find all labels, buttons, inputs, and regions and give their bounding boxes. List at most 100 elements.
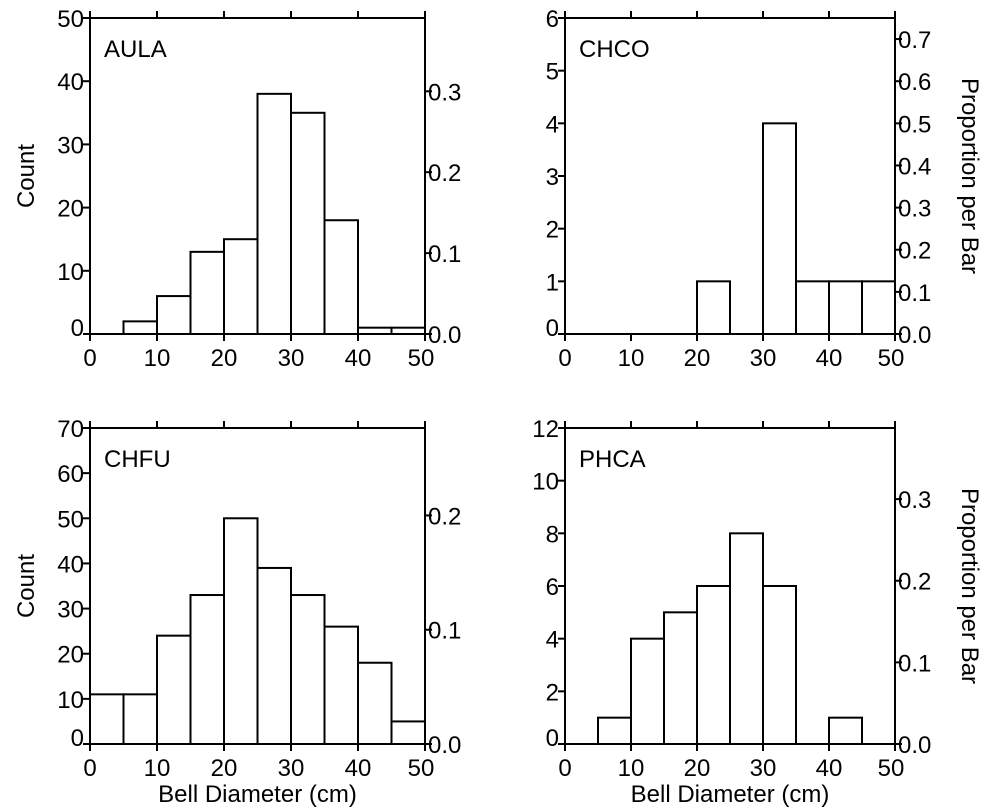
histogram-bar [696, 585, 731, 745]
x-tick-label: 10 [144, 345, 171, 372]
histogram-bar [89, 693, 125, 745]
x-tick-label: 30 [278, 755, 305, 782]
x-tick-label: 50 [878, 755, 905, 782]
y2-tick-label: 0.0 [898, 732, 931, 759]
histogram-bar [323, 219, 359, 336]
y-axis-label: Count [13, 554, 40, 618]
y-tick-label: 1 [546, 269, 559, 296]
y-tick-label: 4 [546, 627, 559, 654]
x-tick-label: 10 [618, 345, 645, 372]
histogram-bar [663, 611, 698, 745]
y-tick-label: 10 [57, 687, 84, 714]
y-tick-label: 8 [546, 521, 559, 548]
panel-chfu: 0 10 20 30 40 50 0 10 20 30 40 50 60 70 0.0 0.1 0.2 CHFU C… [13, 416, 461, 808]
histogram-bar [762, 122, 797, 336]
y-tick-label: 20 [57, 642, 84, 669]
y2-tick-label: 0.4 [898, 153, 931, 180]
x-tick-label: 50 [408, 755, 435, 782]
histogram-bar [762, 585, 797, 745]
panel-title: CHCO [579, 36, 650, 63]
y-tick-label: 2 [546, 217, 559, 244]
y-tick-label: 6 [546, 6, 559, 33]
histogram-bar [256, 92, 292, 335]
histogram-bar [156, 634, 192, 746]
histogram-bar [390, 720, 426, 746]
histogram-bar [357, 661, 393, 745]
x-tick-label: 30 [750, 345, 777, 372]
histogram-bar [122, 320, 158, 335]
histogram-bar [696, 280, 731, 336]
y-tick-label: 3 [546, 164, 559, 191]
x-tick-label: 20 [684, 345, 711, 372]
panel-title: CHFU [104, 446, 171, 473]
y-tick-label: 60 [57, 461, 84, 488]
y2-axis-label: Proportion per Bar [956, 488, 983, 684]
x-tick-label: 0 [558, 755, 571, 782]
y2-tick-label: 0.2 [428, 160, 461, 187]
y2-tick-label: 0.3 [898, 196, 931, 223]
y-tick-label: 0 [546, 725, 559, 752]
plot-frame [89, 427, 426, 745]
y-tick-label: 0 [71, 725, 84, 752]
y2-tick-label: 0.0 [428, 322, 461, 349]
x-tick-label: 20 [211, 755, 238, 782]
panel-title: AULA [104, 36, 167, 63]
panel-chco: 0 10 20 30 40 50 0 1 2 3 4 5 6 0.0 0.1 0.2 0.3 0.4 0.5 0.6 0… [546, 6, 983, 372]
y-tick-label: 30 [57, 132, 84, 159]
x-tick-label: 50 [408, 345, 435, 372]
y2-tick-label: 0.2 [898, 569, 931, 596]
histogram-bar [156, 295, 192, 335]
histogram-bar [828, 280, 863, 336]
histogram-bar [122, 693, 158, 745]
x-tick-label: 40 [345, 345, 372, 372]
y-tick-label: 0 [71, 315, 84, 342]
y-tick-label: 2 [546, 679, 559, 706]
y-tick-label: 30 [57, 597, 84, 624]
x-tick-label: 30 [278, 345, 305, 372]
y2-tick-label: 0.1 [898, 280, 931, 307]
x-tick-label: 50 [878, 345, 905, 372]
y2-tick-label: 0.3 [898, 487, 931, 514]
histogram-bar [290, 111, 326, 335]
y-tick-label: 10 [532, 469, 559, 496]
x-tick-label: 10 [144, 755, 171, 782]
y-tick-label: 5 [546, 59, 559, 86]
y-tick-label: 40 [57, 69, 84, 96]
x-tick-label: 0 [558, 345, 571, 372]
histogram-bar [189, 594, 225, 745]
plot-frame [89, 17, 426, 335]
panel-phca: 0 10 20 30 40 50 0 2 4 6 8 10 12 0.0 0.1 0.2 0.3 PHCA Prop… [532, 416, 983, 808]
y-tick-label: 20 [57, 196, 84, 223]
y-tick-label: 50 [57, 506, 84, 533]
y2-tick-label: 0.1 [428, 618, 461, 645]
y2-tick-label: 0.6 [898, 69, 931, 96]
x-tick-label: 40 [816, 755, 843, 782]
y-tick-label: 0 [546, 315, 559, 342]
histogram-bar [223, 238, 259, 335]
histogram-bar [729, 532, 764, 745]
x-tick-label: 0 [83, 345, 96, 372]
x-tick-label: 0 [83, 755, 96, 782]
y2-tick-label: 0.7 [898, 27, 931, 54]
histogram-bar [630, 637, 665, 746]
y-tick-label: 4 [546, 111, 559, 138]
histogram-bar [597, 716, 632, 746]
y2-tick-label: 0.0 [428, 732, 461, 759]
y2-tick-label: 0.2 [898, 238, 931, 265]
x-tick-label: 20 [684, 755, 711, 782]
y2-tick-label: 0.1 [428, 241, 461, 268]
y2-tick-label: 0.0 [898, 322, 931, 349]
y-tick-label: 70 [57, 416, 84, 443]
histogram-bar [290, 594, 326, 745]
y2-axis-label: Proportion per Bar [956, 78, 983, 274]
y2-tick-label: 0.1 [898, 650, 931, 677]
x-tick-label: 40 [816, 345, 843, 372]
x-tick-label: 20 [211, 345, 238, 372]
y-tick-label: 6 [546, 574, 559, 601]
y2-tick-label: 0.2 [428, 503, 461, 530]
histogram-bar [861, 280, 896, 336]
y-tick-label: 40 [57, 551, 84, 578]
x-tick-label: 30 [750, 755, 777, 782]
histogram-bar [223, 517, 259, 745]
